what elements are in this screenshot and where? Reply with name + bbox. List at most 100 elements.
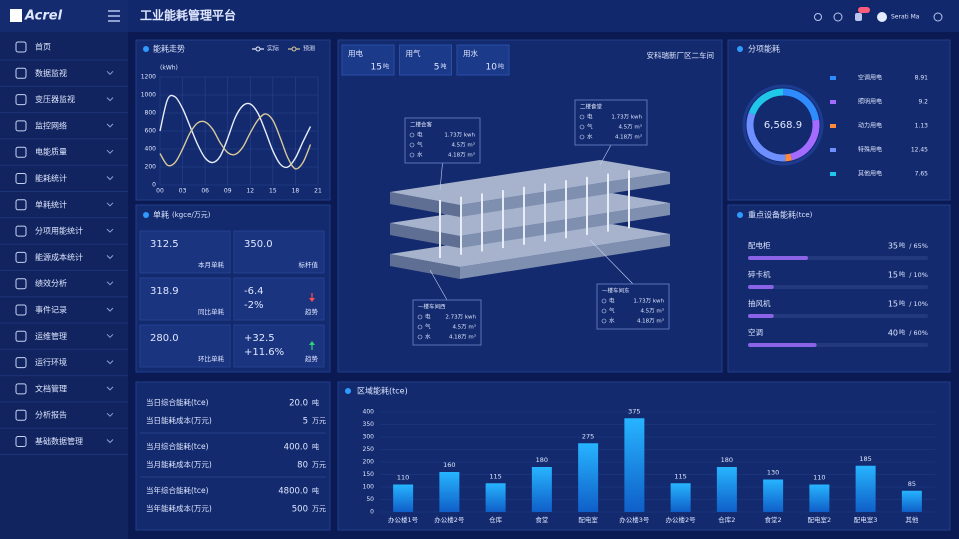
legend-label: 动力用电 bbox=[858, 122, 882, 130]
help-icon[interactable] bbox=[833, 12, 843, 22]
equipment-value: 35 bbox=[888, 242, 898, 251]
row-label: 电 bbox=[417, 131, 423, 139]
search-icon[interactable] bbox=[814, 13, 822, 21]
panel-unit: (tce) bbox=[796, 211, 813, 219]
equipment-percent: / 10% bbox=[909, 300, 928, 308]
bar-value-label: 180 bbox=[536, 456, 548, 464]
chevron bbox=[106, 176, 114, 181]
menu-icon bbox=[15, 304, 27, 316]
menu-label: 运行环境 bbox=[35, 357, 67, 367]
y-tick-label: 150 bbox=[363, 471, 375, 478]
panel bbox=[135, 381, 331, 531]
cell-value: 280.0 bbox=[150, 333, 179, 344]
x-tick-label: 办公楼1号 bbox=[388, 515, 419, 524]
menu-label: 基础数据管理 bbox=[35, 436, 83, 446]
slab-side bbox=[390, 254, 460, 279]
sidebar bbox=[0, 0, 128, 539]
legend-label: 空调用电 bbox=[858, 74, 882, 82]
bar-value-label: 115 bbox=[674, 472, 686, 480]
menu-toggle[interactable] bbox=[108, 10, 120, 22]
menu-label: 事件记录 bbox=[35, 305, 67, 315]
menu-label: 分析报告 bbox=[35, 410, 67, 420]
logo-icon bbox=[10, 9, 22, 22]
menu-icon bbox=[15, 120, 27, 132]
bell-icon[interactable] bbox=[855, 13, 862, 21]
equipment-unit: 吨 bbox=[899, 329, 905, 337]
menu-label: 运维管理 bbox=[35, 331, 67, 341]
chevron bbox=[106, 412, 114, 417]
panel-icon bbox=[143, 212, 149, 218]
cell-label: 趋势 bbox=[305, 307, 319, 316]
row-label: 气 bbox=[587, 123, 593, 131]
equipment-value: 15 bbox=[888, 300, 898, 309]
donut-segment bbox=[748, 88, 784, 116]
bar bbox=[393, 484, 414, 512]
total-unit: 吨 bbox=[498, 63, 504, 71]
summary-label: 当日综合能耗(tce) bbox=[146, 397, 209, 407]
y-tick-label: 100 bbox=[363, 484, 375, 491]
menu-icon bbox=[15, 383, 27, 395]
x-tick-label: 其他 bbox=[905, 515, 919, 524]
menu-icon bbox=[15, 330, 27, 342]
menu-icon bbox=[15, 67, 27, 79]
slab-front bbox=[460, 234, 670, 279]
x-tick-label: 配电室2 bbox=[808, 515, 832, 524]
row-label: 电 bbox=[587, 113, 593, 121]
chevron bbox=[106, 386, 114, 391]
row-icon bbox=[601, 308, 607, 314]
summary-value: 80 bbox=[297, 461, 308, 471]
cell-label: 本月单耗 bbox=[198, 260, 225, 269]
legend-label: 实际 bbox=[267, 45, 279, 53]
leader-line bbox=[439, 162, 443, 191]
menu-icon bbox=[15, 278, 27, 290]
summary-label: 当月综合能耗(tce) bbox=[146, 441, 209, 451]
panel-title: 区域能耗(tce) bbox=[357, 386, 408, 396]
workshop-title: 安科瑞新厂区二车间 bbox=[647, 50, 715, 60]
legend-swatch bbox=[830, 76, 836, 80]
panel-title: 能耗走势 bbox=[153, 44, 185, 54]
row-icon bbox=[579, 124, 585, 130]
x-tick-label: 00 bbox=[156, 188, 164, 195]
menu-icon bbox=[15, 173, 27, 184]
leader-line bbox=[429, 269, 448, 301]
y-tick-label: 400 bbox=[363, 409, 375, 416]
menu-label: 监控网络 bbox=[35, 120, 67, 130]
language-icon[interactable] bbox=[933, 12, 943, 22]
row-label: 水 bbox=[425, 333, 431, 341]
avatar[interactable] bbox=[877, 12, 887, 22]
y-tick-label: 400 bbox=[145, 146, 157, 153]
row-value: 4.5万 m³ bbox=[451, 142, 475, 149]
total-value: 5 bbox=[434, 63, 440, 73]
leader-line bbox=[589, 239, 634, 285]
menu-label: 变压器监视 bbox=[35, 94, 75, 104]
legend-value: 8.91 bbox=[915, 75, 929, 82]
row-value: 1.73万 kwh bbox=[633, 298, 664, 305]
x-tick-label: 仓库 bbox=[489, 515, 503, 524]
area-name: 二楼食堂 bbox=[580, 103, 603, 111]
bar-value-label: 160 bbox=[443, 461, 455, 469]
menu-label: 能耗统计 bbox=[35, 173, 67, 183]
menu-icon bbox=[15, 436, 27, 447]
leader-line bbox=[599, 144, 612, 166]
y-tick-label: 0 bbox=[370, 509, 374, 516]
chevron bbox=[106, 97, 114, 102]
user-name[interactable]: Serati Ma bbox=[891, 14, 920, 21]
equipment-name: 碎卡机 bbox=[748, 269, 771, 279]
area-name: 二楼会客 bbox=[410, 121, 433, 129]
bar bbox=[485, 483, 506, 512]
area-callout bbox=[412, 299, 482, 346]
menu-item[interactable] bbox=[0, 34, 128, 60]
chevron bbox=[106, 149, 114, 154]
cell-value: 318.9 bbox=[150, 286, 179, 297]
row-value: 4.18万 m³ bbox=[448, 152, 475, 159]
legend-swatch bbox=[830, 172, 836, 176]
donut-core bbox=[756, 98, 810, 152]
legend-label: 照明用电 bbox=[858, 98, 882, 106]
bar-value-label: 115 bbox=[489, 472, 501, 480]
row-icon bbox=[409, 152, 415, 158]
area-name: 一楼车间西 bbox=[418, 303, 446, 311]
panel-title: 单耗 bbox=[153, 210, 169, 220]
legend-swatch bbox=[830, 148, 836, 152]
menu-icon bbox=[15, 146, 27, 158]
panel bbox=[135, 39, 331, 201]
